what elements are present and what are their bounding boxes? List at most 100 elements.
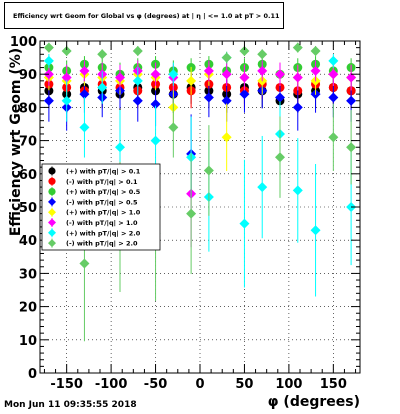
data-point <box>115 72 125 83</box>
y-tick-label: 0 <box>28 367 37 382</box>
data-point <box>275 92 285 103</box>
legend-marker <box>48 167 56 175</box>
data-point <box>61 45 72 56</box>
legend-box <box>41 163 161 251</box>
data-point <box>239 45 250 56</box>
y-axis-label: Efficiency wrt Geom (%) <box>8 48 24 236</box>
data-point <box>328 132 339 143</box>
data-point <box>239 72 250 83</box>
data-point <box>61 95 72 106</box>
y-tick-label: 40 <box>19 234 37 249</box>
data-point <box>132 95 143 106</box>
x-tick-label: 50 <box>235 377 253 392</box>
grid-layer <box>40 40 360 374</box>
data-point <box>186 208 197 219</box>
y-tick-label: 100 <box>10 35 37 50</box>
data-point <box>310 45 321 56</box>
data-point <box>186 75 197 86</box>
timestamp: Mon Jun 11 09:35:55 2018 <box>4 400 137 410</box>
data-point <box>292 185 303 196</box>
data-point <box>275 69 285 80</box>
data-point <box>310 225 321 236</box>
legend: (+) with pT/|q| > 0.1(-) with pT/|q| > 0… <box>41 163 161 251</box>
data-point <box>221 132 232 143</box>
x-tick-label: 100 <box>275 377 302 392</box>
legend-label: (+) with pT/|q| > 2.0 <box>66 229 141 238</box>
legend-marker <box>48 188 56 196</box>
data-point <box>150 135 161 146</box>
data-point <box>328 55 339 66</box>
data-point <box>257 65 268 76</box>
data-point <box>97 49 108 60</box>
y-tick-label: 30 <box>19 267 37 282</box>
data-point <box>79 65 90 76</box>
legend-marker <box>48 228 56 237</box>
chart-title: Efficiency wrt Geom for Global vs φ (deg… <box>13 12 280 20</box>
data-point <box>203 165 214 176</box>
title-box: Efficiency wrt Geom for Global vs φ (deg… <box>4 2 284 29</box>
y-tick-label: 10 <box>19 334 37 349</box>
data-point <box>79 122 90 133</box>
legend-label: (+) with pT/|q| > 0.1 <box>66 168 141 177</box>
data-point <box>43 55 54 66</box>
data-point <box>346 142 357 153</box>
data-point <box>239 218 250 229</box>
y-tick-label: 50 <box>19 201 37 216</box>
x-tick-label: 0 <box>195 377 204 392</box>
y-tick-label: 70 <box>19 135 37 150</box>
data-point <box>221 69 232 80</box>
data-point <box>150 69 161 80</box>
data-point <box>97 82 108 93</box>
series-0 <box>44 71 356 122</box>
y-tick-label: 80 <box>19 101 37 116</box>
x-tick-label: -150 <box>50 377 83 392</box>
data-point <box>203 92 214 103</box>
y-tick-label: 60 <box>19 168 37 183</box>
data-point <box>257 49 268 60</box>
data-point <box>310 65 321 76</box>
data-point <box>150 99 161 110</box>
data-point <box>115 142 125 153</box>
legend-marker <box>48 177 56 185</box>
series-4 <box>43 62 357 171</box>
data-point <box>292 42 303 53</box>
legend-label: (+) with pT/|q| > 0.5 <box>66 188 141 197</box>
data-point <box>221 52 232 63</box>
x-tick-label: -50 <box>144 377 168 392</box>
data-point <box>346 72 357 83</box>
x-tick-label: -100 <box>95 377 128 392</box>
series-layer <box>43 42 357 342</box>
series-5 <box>43 60 357 248</box>
x-axis-label: φ (degrees) <box>268 394 360 410</box>
legend-label: (+) with pT/|q| > 1.0 <box>66 209 141 218</box>
legend-label: (-) with pT/|q| > 0.5 <box>66 198 138 207</box>
axes-layer: 0 10 20 30 40 50 60 70 80 90 100 -150 -100 -50 0 50 100 1… <box>10 35 361 392</box>
legend-marker <box>48 218 56 227</box>
data-point <box>43 95 54 106</box>
legend-label: (-) with pT/|q| > 0.1 <box>66 178 138 187</box>
legend-marker <box>48 239 56 248</box>
y-tick-label: 90 <box>19 68 37 83</box>
data-point <box>257 182 268 193</box>
series-1 <box>44 69 356 109</box>
data-point <box>292 72 303 83</box>
data-point <box>43 42 54 53</box>
data-point <box>328 69 339 80</box>
data-point <box>132 75 143 86</box>
legend-label: (-) with pT/|q| > 2.0 <box>66 240 138 249</box>
data-point <box>79 89 90 100</box>
data-point <box>168 69 179 80</box>
legend-marker <box>48 197 56 206</box>
y-tick-label: 20 <box>19 301 37 316</box>
data-point <box>79 258 90 269</box>
data-point <box>132 45 143 56</box>
data-point <box>239 89 250 100</box>
data-point <box>275 152 285 163</box>
legend-label: (-) with pT/|q| > 1.0 <box>66 219 138 228</box>
x-tick-label: 150 <box>320 377 347 392</box>
data-point <box>61 72 72 83</box>
data-point <box>168 122 179 133</box>
data-point <box>203 65 214 76</box>
